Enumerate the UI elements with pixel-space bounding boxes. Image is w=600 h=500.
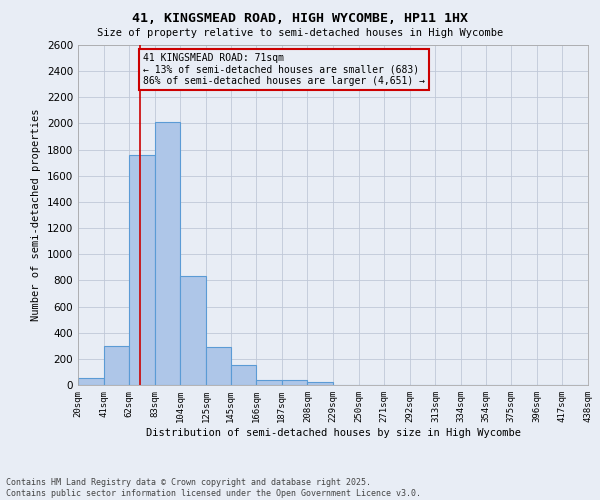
Y-axis label: Number of semi-detached properties: Number of semi-detached properties xyxy=(31,109,41,322)
Bar xyxy=(155,122,181,385)
Bar xyxy=(104,346,129,385)
Text: Contains HM Land Registry data © Crown copyright and database right 2025.
Contai: Contains HM Land Registry data © Crown c… xyxy=(6,478,421,498)
Text: 41, KINGSMEAD ROAD, HIGH WYCOMBE, HP11 1HX: 41, KINGSMEAD ROAD, HIGH WYCOMBE, HP11 1… xyxy=(132,12,468,26)
Bar xyxy=(307,382,333,385)
Text: Size of property relative to semi-detached houses in High Wycombe: Size of property relative to semi-detach… xyxy=(97,28,503,38)
Bar xyxy=(206,347,230,385)
Bar xyxy=(78,378,104,385)
X-axis label: Distribution of semi-detached houses by size in High Wycombe: Distribution of semi-detached houses by … xyxy=(146,428,521,438)
Bar xyxy=(282,380,307,385)
Bar xyxy=(256,380,282,385)
Bar xyxy=(230,364,256,385)
Text: 41 KINGSMEAD ROAD: 71sqm
← 13% of semi-detached houses are smaller (683)
86% of : 41 KINGSMEAD ROAD: 71sqm ← 13% of semi-d… xyxy=(143,53,425,86)
Bar xyxy=(129,155,155,385)
Bar xyxy=(181,276,206,385)
